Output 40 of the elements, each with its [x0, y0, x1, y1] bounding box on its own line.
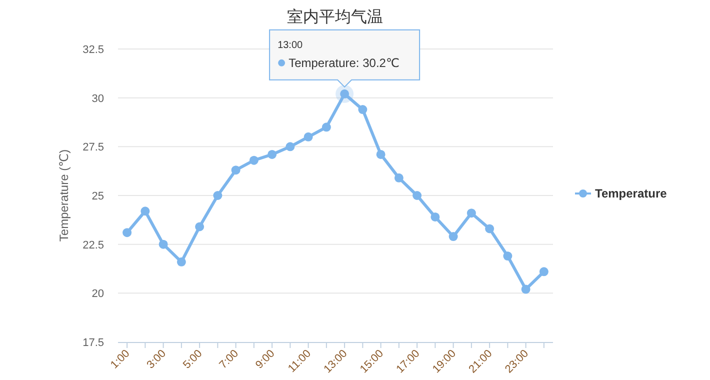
- point: [539, 267, 548, 276]
- point: [231, 166, 240, 175]
- point: [158, 240, 168, 249]
- point: [286, 142, 295, 152]
- legend-label: Temperature: [595, 186, 668, 200]
- y-tick-label: 30: [92, 92, 104, 105]
- y-tick-label: 32.5: [82, 44, 104, 56]
- x-tick-label: 3:00: [144, 348, 168, 372]
- point: [249, 156, 258, 165]
- point: [122, 228, 132, 238]
- y-tick-label: 22.5: [82, 239, 104, 252]
- y-tick-label: 20: [92, 288, 104, 300]
- y-tick-label: 17.5: [82, 337, 104, 349]
- point: [412, 191, 422, 200]
- point: [503, 252, 512, 261]
- y-axis-title: Temperature (℃): [57, 149, 71, 242]
- y-tick-label: 27.5: [82, 142, 104, 154]
- chart-title: 室内平均气温: [287, 8, 383, 26]
- point: [304, 132, 313, 142]
- point: [358, 105, 368, 114]
- point: [521, 284, 530, 294]
- x-tick-label: 5:00: [181, 348, 205, 372]
- y-tick-label: 25: [92, 190, 104, 202]
- point: [195, 222, 204, 232]
- point: [394, 173, 404, 182]
- point: [466, 208, 476, 218]
- x-tick-label: 7:00: [217, 348, 241, 372]
- point: [176, 257, 186, 266]
- x-tick-label: 1:00: [108, 348, 132, 372]
- annotation: 13:00: [278, 40, 304, 51]
- point: [430, 212, 440, 222]
- point: [268, 150, 277, 159]
- point: [485, 224, 494, 234]
- annotation: Temperature: 30.2℃: [288, 56, 400, 70]
- point: [448, 232, 458, 242]
- point: [322, 122, 331, 132]
- point: [140, 206, 150, 216]
- x-tick-label: 9:00: [254, 348, 278, 372]
- point: [376, 150, 386, 159]
- point: [213, 191, 222, 200]
